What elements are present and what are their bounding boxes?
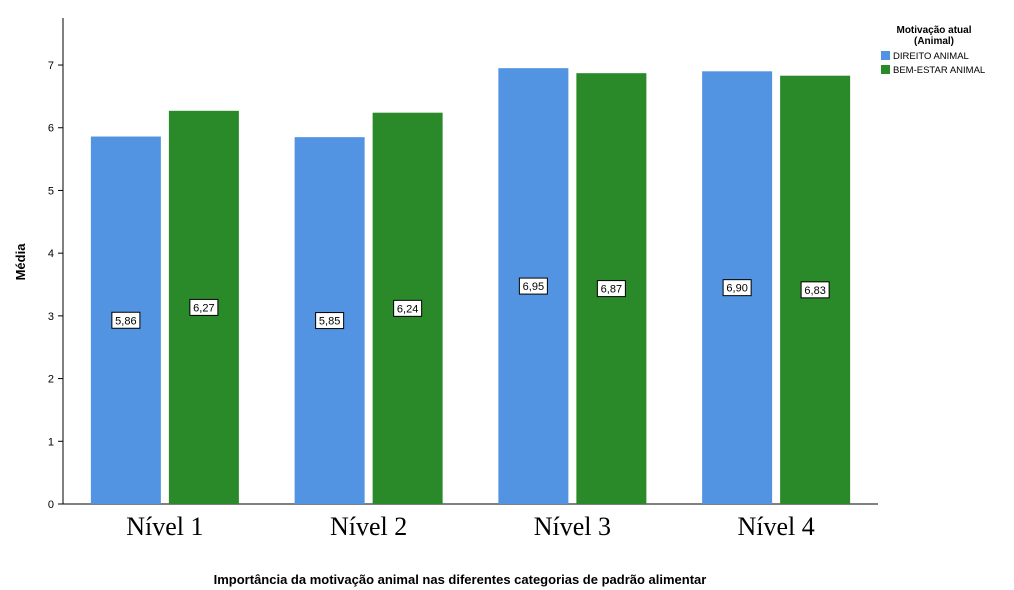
legend-label-bem-estar-animal: BEM-ESTAR ANIMAL <box>893 65 985 76</box>
data-label-box <box>111 311 141 329</box>
y-tick-label: 6 <box>48 123 54 135</box>
legend: Motivação atual (Animal) DIREITO ANIMAL … <box>881 25 985 76</box>
y-tick-label: 4 <box>48 248 54 260</box>
data-label: 6,87 <box>601 284 622 296</box>
y-tick-label: 2 <box>48 374 54 386</box>
legend-title-line-1: Motivação atual <box>896 25 971 36</box>
data-label: 6,95 <box>523 281 544 293</box>
data-label: 5,85 <box>319 316 340 328</box>
data-label: 6,90 <box>726 283 747 295</box>
x-tick-label: Nível 1 <box>126 512 203 541</box>
data-label: 5,86 <box>115 315 136 327</box>
data-label: 6,27 <box>193 302 214 314</box>
legend-swatch-bem-estar-animal <box>881 65 890 74</box>
x-tick-label: Nível 3 <box>534 512 611 541</box>
data-label-box <box>722 279 752 297</box>
y-tick-label: 0 <box>48 499 54 511</box>
data-label: 6,83 <box>804 285 825 297</box>
data-label-box <box>189 298 219 316</box>
legend-title-line-2: (Animal) <box>914 36 954 47</box>
x-tick-label: Nível 2 <box>330 512 407 541</box>
y-axis-title: Média <box>13 243 28 281</box>
plot-area: 0 1 2 3 4 5 6 7 5,86 6,27 Nível 1 5,85 6,24 Nível 2 6,… <box>48 18 878 541</box>
data-label-box <box>393 299 423 317</box>
data-label: 6,24 <box>397 303 418 315</box>
y-tick-label: 5 <box>48 185 54 197</box>
x-axis-title: Importância da motivação animal nas dife… <box>214 572 707 587</box>
y-tick-label: 7 <box>48 60 54 72</box>
data-label-box <box>800 281 830 299</box>
x-tick-label: Nível 4 <box>737 512 814 541</box>
legend-swatch-direito-animal <box>881 51 890 60</box>
data-label-box <box>596 280 626 298</box>
data-label-box <box>315 312 345 330</box>
y-tick-label: 1 <box>48 436 54 448</box>
y-tick-label: 3 <box>48 311 54 323</box>
legend-label-direito-animal: DIREITO ANIMAL <box>893 51 969 62</box>
data-label-box <box>518 277 548 295</box>
